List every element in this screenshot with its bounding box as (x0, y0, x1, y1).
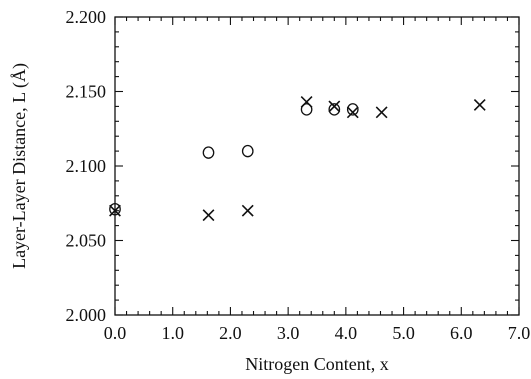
x-tick-label: 7.0 (508, 323, 531, 343)
cross-marker (375, 106, 388, 119)
circle-marker (346, 103, 359, 116)
y-tick-label: 2.100 (66, 156, 107, 176)
cross-marker (300, 95, 313, 108)
cross-marker (109, 204, 121, 217)
cross-marker (473, 98, 486, 111)
x-tick-label: 2.0 (219, 323, 242, 343)
y-tick-label: 2.000 (66, 305, 107, 325)
y-tick-label: 2.050 (66, 231, 107, 251)
circle-marker (328, 103, 341, 116)
x-tick-label: 4.0 (335, 323, 358, 343)
cross-marker (328, 100, 341, 113)
circle-marker (300, 103, 313, 116)
x-tick-label: 1.0 (161, 323, 184, 343)
x-tick-label: 3.0 (277, 323, 300, 343)
x-axis-label: Nitrogen Content, x (245, 354, 388, 374)
cross-marker (202, 209, 215, 222)
x-tick-label: 5.0 (392, 323, 415, 343)
y-tick-label: 2.200 (66, 7, 107, 27)
circle-marker (241, 144, 254, 158)
y-axis-label: Layer-Layer Distance, L (Å) (9, 63, 30, 269)
cross-marker (241, 204, 254, 217)
y-tick-label: 2.150 (66, 82, 107, 102)
x-tick-label: 0.0 (104, 323, 127, 343)
x-tick-label: 6.0 (450, 323, 473, 343)
axis-ticks (114, 16, 520, 316)
x-tick-labels: 0.0 1.0 2.0 3.0 4.0 5.0 6.0 7.0 (104, 323, 531, 343)
plot-frame (114, 16, 520, 316)
circle-marker (109, 202, 121, 216)
cross-marker (346, 106, 359, 119)
circle-marker (202, 146, 215, 159)
data-markers (109, 95, 486, 222)
y-tick-labels: 2.000 2.050 2.100 2.150 2.200 (66, 7, 107, 325)
